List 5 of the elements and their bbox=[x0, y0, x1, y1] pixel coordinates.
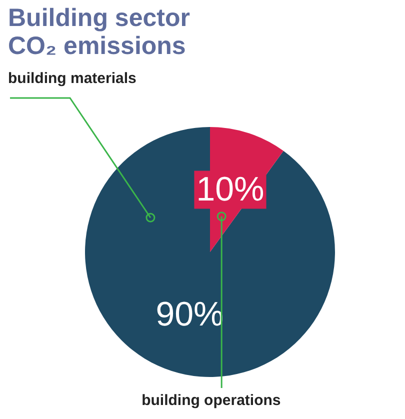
slice-label: building materials bbox=[8, 70, 136, 87]
data-label: 90% bbox=[156, 295, 224, 334]
chart-title: Building sector CO₂ emissions bbox=[8, 4, 190, 60]
slice-label: building operations bbox=[142, 392, 281, 409]
data-label: 10% bbox=[196, 170, 264, 209]
